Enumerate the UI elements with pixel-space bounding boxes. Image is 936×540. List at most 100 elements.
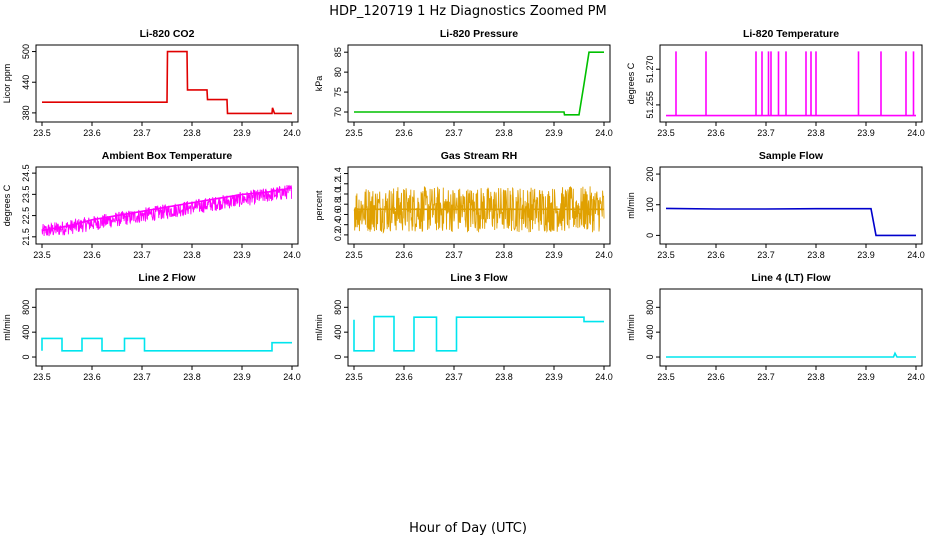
x-tick-label: 24.0 xyxy=(283,250,301,260)
x-tick-label: 23.7 xyxy=(757,372,775,382)
y-axis-label: ml/min xyxy=(626,314,636,341)
x-tick-label: 23.5 xyxy=(657,250,675,260)
y-tick-label: 22.5 xyxy=(21,207,31,225)
plot-frame xyxy=(659,44,923,123)
x-tick-label: 24.0 xyxy=(907,372,925,382)
plot-frame xyxy=(347,44,611,123)
panel-ambient-box-temperature: Ambient Box Temperature degrees C 23.5 23.6… xyxy=(2,150,301,260)
x-tick-label: 23.7 xyxy=(133,372,151,382)
x-tick-label: 23.6 xyxy=(707,250,725,260)
x-tick-label: 23.6 xyxy=(83,250,101,260)
series-line-pressure xyxy=(354,51,604,116)
y-tick-label: 24.5 xyxy=(21,164,31,182)
y-tick-label: 0 xyxy=(333,355,343,360)
panel-sample-flow: Sample Flow ml/min 23.5 23.6 23.7 23.8 23.9 24.… xyxy=(626,150,925,260)
y-axis-label: degrees C xyxy=(2,184,12,226)
panel-title-li-820-co2: Li-820 CO2 xyxy=(140,28,195,40)
x-tick-label: 23.9 xyxy=(545,250,563,260)
x-tick-label: 23.6 xyxy=(395,250,413,260)
panel-title-gas-stream-rh: Gas Stream RH xyxy=(441,150,517,162)
x-tick-label: 23.6 xyxy=(395,372,413,382)
y-axis-label: degrees C xyxy=(626,62,636,104)
x-tick-label: 23.6 xyxy=(83,372,101,382)
x-tick-label: 23.6 xyxy=(707,128,725,138)
y-tick-label: 0 xyxy=(21,355,31,360)
x-tick-label: 23.9 xyxy=(545,128,563,138)
x-tick-label: 23.9 xyxy=(857,250,875,260)
y-tick-label: 0.2 xyxy=(333,229,343,242)
x-tick-label: 23.7 xyxy=(133,128,151,138)
panel-li-820-pressure: Li-820 Pressure kPa 23.5 23.6 23.7 23.8 23.9 24… xyxy=(314,28,613,138)
panel-line-2-flow: Line 2 Flow ml/min 23.5 23.6 23.7 23.8 23.9 24.… xyxy=(2,272,301,382)
series-line-co2 xyxy=(42,50,292,115)
x-tick-label: 23.9 xyxy=(857,372,875,382)
plot-frame xyxy=(35,166,299,245)
y-tick-label: 1.0 xyxy=(333,188,343,201)
y-tick-label: 0 xyxy=(645,355,655,360)
x-tick-label: 23.8 xyxy=(183,250,201,260)
y-tick-label: 70 xyxy=(333,107,343,117)
plot-frame xyxy=(347,166,611,245)
x-tick-label: 23.7 xyxy=(757,128,775,138)
y-tick-label: 440 xyxy=(21,75,31,90)
x-tick-label: 23.7 xyxy=(445,128,463,138)
panel-li-820-co2: Li-820 CO2 Licor ppm 23.5 23.6 23.7 23.8 23.9 2… xyxy=(2,28,301,138)
x-tick-label: 24.0 xyxy=(283,128,301,138)
x-tick-label: 24.0 xyxy=(595,372,613,382)
x-tick-label: 23.9 xyxy=(233,250,251,260)
y-tick-label: 500 xyxy=(21,44,31,59)
x-tick-label: 23.8 xyxy=(495,372,513,382)
x-tick-label: 23.8 xyxy=(495,128,513,138)
x-tick-label: 23.9 xyxy=(857,128,875,138)
x-tick-label: 23.5 xyxy=(33,250,51,260)
plot-frame xyxy=(35,44,299,123)
panel-title-li-820-pressure: Li-820 Pressure xyxy=(440,28,518,40)
x-tick-label: 24.0 xyxy=(595,128,613,138)
panel-li-820-temperature: Li-820 Temperature degrees C 23.5 23.6 23.7 2… xyxy=(626,28,925,138)
plot-frame xyxy=(35,288,299,367)
main-title: HDP_120719 1 Hz Diagnostics Zoomed PM xyxy=(329,4,607,19)
x-tick-label: 23.5 xyxy=(657,372,675,382)
y-tick-label: 800 xyxy=(333,300,343,315)
plot-frame xyxy=(659,288,923,367)
panel-title-line-2-flow: Line 2 Flow xyxy=(138,272,196,284)
series-line-line2 xyxy=(41,337,292,352)
y-tick-label: 400 xyxy=(645,325,655,340)
y-axis-label: kPa xyxy=(314,76,324,92)
x-tick-label: 23.9 xyxy=(233,128,251,138)
x-tick-label: 23.6 xyxy=(395,128,413,138)
y-tick-label: 75 xyxy=(333,87,343,97)
y-tick-label: 400 xyxy=(21,325,31,340)
series-noise-ambient xyxy=(41,184,293,237)
panel-title-li-820-temperature: Li-820 Temperature xyxy=(743,28,839,40)
x-tick-label: 23.5 xyxy=(33,128,51,138)
y-axis-label: percent xyxy=(314,190,324,221)
y-tick-label: 21.5 xyxy=(21,228,31,246)
series-noise-rh xyxy=(353,186,605,234)
y-tick-label: 0.6 xyxy=(333,208,343,221)
x-tick-label: 23.9 xyxy=(545,372,563,382)
y-tick-label: 0.4 xyxy=(333,218,343,231)
x-tick-label: 23.8 xyxy=(807,372,825,382)
x-tick-label: 24.0 xyxy=(283,372,301,382)
y-tick-label: 80 xyxy=(333,67,343,77)
series-line-sample xyxy=(665,207,916,237)
y-tick-label: 1.2 xyxy=(333,178,343,191)
y-tick-label: 800 xyxy=(645,300,655,315)
x-tick-label: 23.7 xyxy=(757,250,775,260)
y-tick-label: 200 xyxy=(645,167,655,182)
x-tick-label: 23.9 xyxy=(233,372,251,382)
y-tick-label: 380 xyxy=(21,105,31,120)
x-tick-label: 23.5 xyxy=(345,372,363,382)
panel-title-line-3-flow: Line 3 Flow xyxy=(450,272,508,284)
x-tick-label: 24.0 xyxy=(907,128,925,138)
y-tick-label: 51.255 xyxy=(645,91,655,119)
x-tick-label: 23.7 xyxy=(445,372,463,382)
panel-title-line-4-lt-flow: Line 4 (LT) Flow xyxy=(751,272,831,284)
x-tick-label: 23.6 xyxy=(83,128,101,138)
panels-grid: Li-820 CO2 Licor ppm 23.5 23.6 23.7 23.8 23.9 2… xyxy=(2,28,925,382)
series-line-temperature xyxy=(666,51,916,117)
x-tick-label: 23.8 xyxy=(807,250,825,260)
x-tick-label: 23.5 xyxy=(345,250,363,260)
